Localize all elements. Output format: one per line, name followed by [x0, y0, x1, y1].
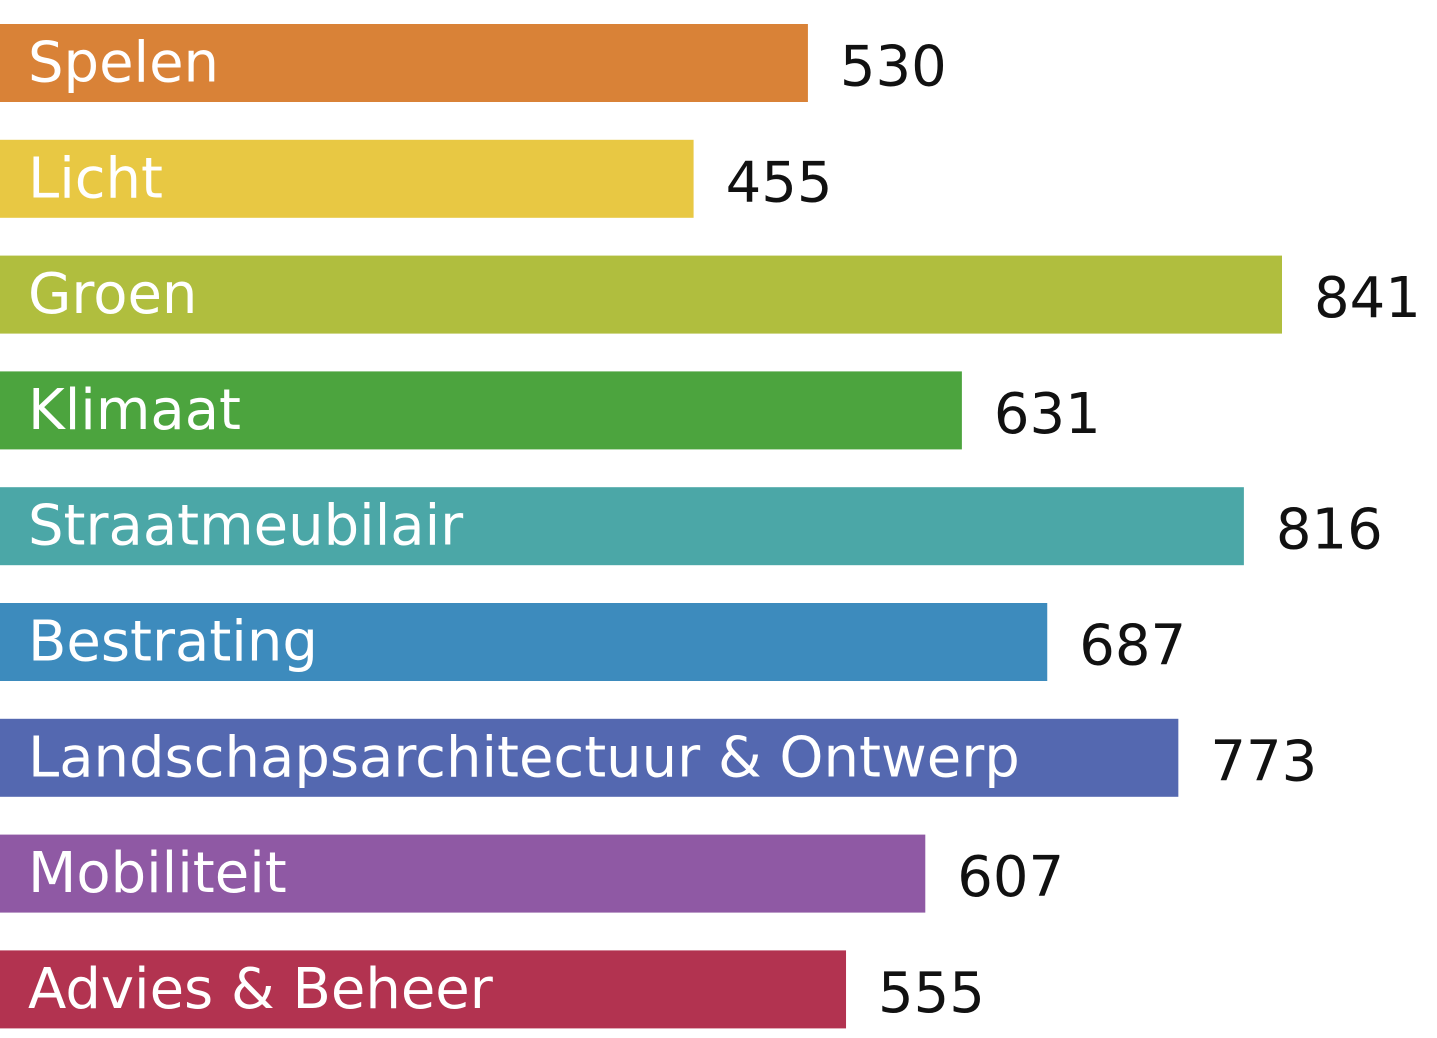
- bar-6: [0, 718, 1179, 797]
- bar-3: [0, 371, 962, 450]
- bar-4: [0, 487, 1244, 566]
- category-label: Bestrating: [28, 610, 318, 675]
- category-label: Advies & Beheer: [28, 957, 494, 1022]
- category-label: Klimaat: [28, 378, 241, 443]
- value-label: 816: [1276, 498, 1383, 563]
- value-label: 530: [840, 35, 947, 100]
- value-label: 687: [1079, 614, 1186, 679]
- bar-5: [0, 603, 1048, 681]
- category-label: Mobiliteit: [28, 841, 287, 906]
- category-label: Groen: [28, 262, 197, 327]
- value-label: 841: [1314, 266, 1421, 331]
- bar-0: [0, 24, 808, 102]
- bar-1: [0, 139, 694, 218]
- bar-7: [0, 834, 926, 913]
- bar-2: [0, 255, 1282, 334]
- value-label: 455: [726, 150, 833, 215]
- value-label: 607: [957, 845, 1064, 910]
- category-label: Landschapsarchitectuur & Ontwerp: [28, 725, 1020, 790]
- category-label: Spelen: [28, 31, 219, 96]
- category-label: Licht: [28, 146, 163, 211]
- bar-8: [0, 950, 847, 1029]
- value-label: 773: [1210, 729, 1317, 794]
- value-label: 555: [878, 961, 985, 1026]
- category-label: Straatmeubilair: [28, 494, 464, 559]
- value-label: 631: [994, 382, 1101, 447]
